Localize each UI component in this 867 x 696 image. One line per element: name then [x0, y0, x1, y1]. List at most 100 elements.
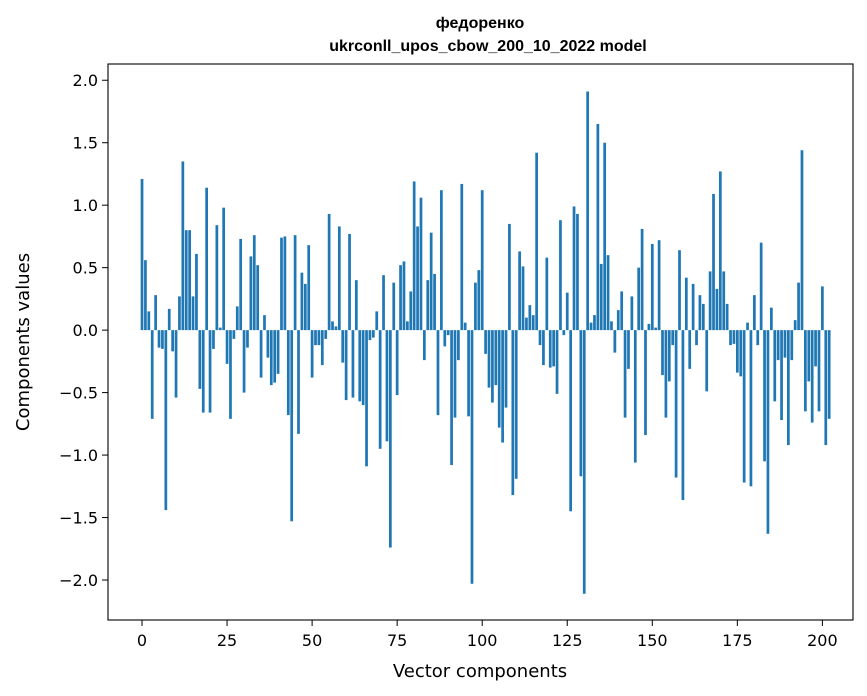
bar [555, 330, 559, 394]
bar [259, 330, 263, 378]
bar [286, 330, 290, 416]
x-tick-label: 0 [137, 631, 147, 650]
bar [212, 330, 215, 349]
bar [705, 330, 709, 392]
bar [508, 223, 511, 331]
bar [487, 330, 491, 388]
bar [817, 330, 821, 412]
bar [681, 330, 685, 501]
bar [157, 330, 161, 348]
x-tick-label: 200 [807, 631, 838, 650]
bar [409, 291, 413, 331]
bar [824, 330, 828, 446]
bar [337, 226, 341, 331]
bar [477, 270, 481, 331]
bar [715, 288, 719, 331]
bar [756, 330, 760, 346]
bar [684, 277, 688, 331]
bar [402, 261, 406, 331]
y-tick-label: 0.5 [73, 259, 98, 278]
bar [436, 330, 440, 416]
bar [787, 330, 790, 446]
bar [161, 330, 164, 349]
bar [147, 311, 151, 331]
bar [195, 253, 198, 331]
bar [562, 330, 566, 336]
x-tick-label: 125 [552, 631, 583, 650]
bar [623, 330, 627, 418]
bar [191, 296, 195, 331]
plot-frame [107, 63, 854, 621]
bar [215, 225, 219, 331]
bar [504, 330, 508, 408]
bar [610, 321, 613, 331]
bar [174, 330, 178, 398]
bar [317, 330, 321, 346]
bar [178, 296, 181, 331]
bar [273, 330, 277, 383]
bar [821, 286, 824, 331]
bar [358, 330, 362, 402]
bar [423, 330, 426, 361]
bar [712, 193, 715, 331]
bar [368, 330, 372, 341]
bar [810, 330, 814, 423]
bar [650, 243, 654, 331]
x-axis-ticks: 0 25 50 75 100 125 150 175 200 [137, 620, 838, 650]
bar [518, 251, 521, 331]
bar [691, 283, 695, 331]
bar [395, 330, 399, 396]
bar [406, 321, 409, 331]
y-tick-label: −0.5 [59, 384, 98, 403]
bar [511, 330, 515, 496]
bar [528, 305, 532, 331]
bar [491, 330, 494, 403]
bar [701, 303, 705, 331]
bar [167, 308, 171, 331]
bar [664, 330, 668, 418]
bar [790, 330, 794, 361]
bar [208, 330, 212, 413]
bar [463, 322, 467, 331]
bar [334, 326, 338, 331]
x-axis-label: Vector components [393, 661, 567, 682]
bar [732, 330, 736, 344]
y-tick-label: 1.0 [73, 196, 98, 215]
bar [565, 292, 569, 331]
bar [388, 330, 392, 548]
bar [698, 295, 702, 331]
bar [770, 307, 773, 331]
bar [450, 330, 453, 466]
bar [688, 330, 692, 369]
bar [521, 266, 525, 331]
chart-title-line2: ukrconll_upos_cbow_200_10_2022 model [329, 38, 646, 55]
bar [746, 322, 749, 331]
bar [606, 255, 610, 331]
bar [399, 265, 402, 331]
bar [429, 232, 433, 331]
bar [375, 311, 379, 331]
bar [365, 330, 368, 467]
bar [599, 263, 603, 331]
bar [307, 245, 311, 331]
bar [297, 330, 300, 434]
bar [280, 237, 283, 331]
bar [252, 235, 256, 331]
y-axis-label: Components values [13, 253, 34, 431]
bar [637, 267, 641, 331]
bar [256, 265, 260, 331]
bar [603, 142, 607, 331]
bar [303, 283, 307, 331]
bar [188, 230, 191, 331]
bar [354, 280, 358, 331]
bar [742, 330, 746, 483]
bar [576, 213, 579, 331]
bar [229, 330, 232, 419]
bar [633, 330, 637, 463]
y-tick-label: −1.5 [59, 509, 98, 528]
bar [283, 236, 287, 331]
bar [780, 330, 783, 421]
bar [538, 330, 542, 346]
bar [320, 330, 324, 366]
